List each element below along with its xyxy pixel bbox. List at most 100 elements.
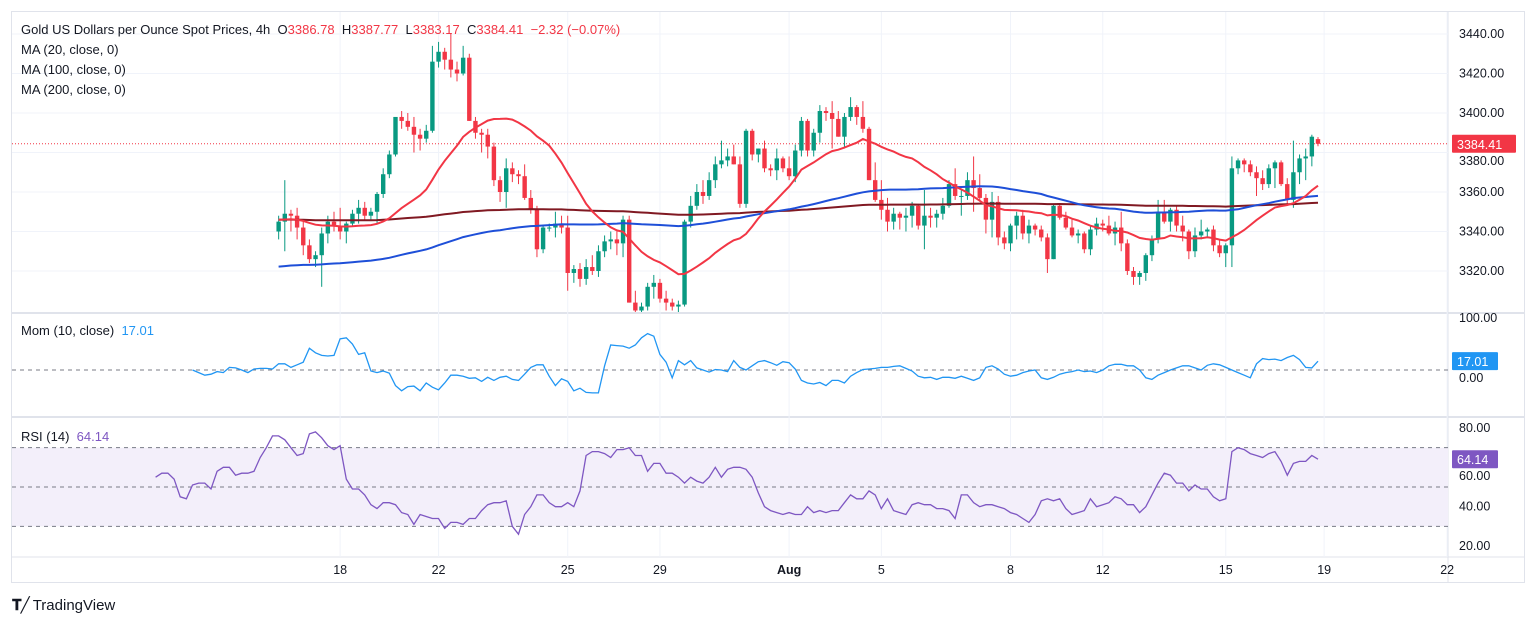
candle <box>1112 221 1118 246</box>
candle <box>731 144 736 165</box>
candle <box>571 265 577 283</box>
chart-frame <box>11 11 1525 583</box>
candle-body <box>337 225 343 232</box>
candle <box>719 140 724 169</box>
candle-body <box>485 134 490 147</box>
candle <box>1045 233 1050 273</box>
candle <box>1088 225 1093 256</box>
rsi-tick-label: 40.00 <box>1459 500 1490 514</box>
candle <box>1192 227 1198 258</box>
ma20-legend[interactable]: MA (20, close, 0) <box>21 42 119 57</box>
candle <box>1278 160 1284 187</box>
date-tick-label: Aug <box>777 563 801 577</box>
candle-body <box>1242 160 1247 165</box>
tradingview-brand[interactable]: 𝐓╱ TradingView <box>12 597 115 615</box>
last-price-tag <box>1452 134 1516 153</box>
candle-body <box>774 158 779 171</box>
mom-tick-label: 100.00 <box>1459 311 1497 325</box>
candle-body <box>848 107 853 117</box>
candle-body <box>430 61 435 131</box>
close-label: C <box>466 22 477 37</box>
candle <box>1051 203 1056 260</box>
candle-body <box>1045 237 1050 260</box>
candle-body <box>633 302 638 311</box>
candle-body <box>1026 225 1032 234</box>
candle <box>387 150 392 179</box>
candle <box>1291 140 1296 208</box>
candle-body <box>528 197 533 210</box>
candle <box>1020 209 1025 240</box>
candle <box>909 201 915 228</box>
candle <box>424 124 429 143</box>
candle-body <box>1297 158 1302 173</box>
candle-body <box>811 132 816 151</box>
rsi-value: 64.14 <box>76 429 110 444</box>
candle <box>1205 227 1210 238</box>
candle-body <box>1149 239 1155 256</box>
candle-body <box>959 195 964 197</box>
candle <box>897 211 902 230</box>
candle-body <box>596 251 601 271</box>
candle <box>842 113 847 149</box>
candle <box>1069 219 1075 238</box>
candle-body <box>1315 139 1321 144</box>
candle-body <box>497 180 503 192</box>
candle <box>879 180 884 220</box>
candle <box>663 290 669 311</box>
candle-body <box>1248 164 1253 173</box>
candle <box>411 116 417 153</box>
candle <box>1235 158 1241 175</box>
candle-body <box>786 168 792 177</box>
candle <box>331 211 337 232</box>
open-value: 3386.78 <box>287 22 335 37</box>
candle <box>1057 203 1062 220</box>
candle-body <box>946 184 952 206</box>
candle <box>516 170 521 185</box>
candle-body <box>1069 227 1075 236</box>
candle-body <box>645 286 650 307</box>
candle-body <box>682 221 687 305</box>
candle <box>479 128 484 153</box>
candle <box>454 61 460 82</box>
candle <box>442 47 447 70</box>
ma100-legend[interactable]: MA (100, close, 0) <box>21 62 126 77</box>
candle <box>307 239 312 264</box>
candle-body <box>1217 245 1222 254</box>
candle-body <box>522 176 527 198</box>
candle <box>1014 211 1019 240</box>
candle-body <box>381 174 386 194</box>
candle-body <box>983 197 989 220</box>
candle <box>762 140 767 173</box>
candle <box>467 53 472 121</box>
candle <box>1285 178 1290 206</box>
high-label: H <box>341 22 352 37</box>
candle-body <box>1309 136 1315 157</box>
candle <box>1131 267 1136 285</box>
date-tick-label: 19 <box>1317 563 1331 577</box>
candle-body <box>1125 243 1130 271</box>
candle-body <box>737 164 743 204</box>
high-value: 3387.77 <box>351 22 399 37</box>
tradingview-logo-icon: 𝐓╱ <box>12 597 30 614</box>
candle <box>1075 229 1081 244</box>
ma200-legend[interactable]: MA (200, close, 0) <box>21 82 126 97</box>
candle-body <box>590 267 595 271</box>
candle <box>676 300 681 312</box>
candle-body <box>331 221 337 226</box>
candle-body <box>1291 172 1296 200</box>
candle-body <box>780 158 786 169</box>
candle <box>374 192 380 224</box>
candle-body <box>1032 225 1038 230</box>
candle <box>504 158 509 208</box>
candle <box>294 207 300 240</box>
candle <box>491 142 497 187</box>
candle <box>928 207 933 228</box>
rsi-legend[interactable]: RSI (14) 64.14 <box>21 429 109 445</box>
candle-body <box>1082 233 1087 250</box>
candle-body <box>1186 231 1192 252</box>
mom-legend[interactable]: Mom (10, close) 17.01 <box>21 323 154 339</box>
candle <box>657 278 663 303</box>
candle <box>534 205 540 258</box>
candle <box>934 209 939 228</box>
